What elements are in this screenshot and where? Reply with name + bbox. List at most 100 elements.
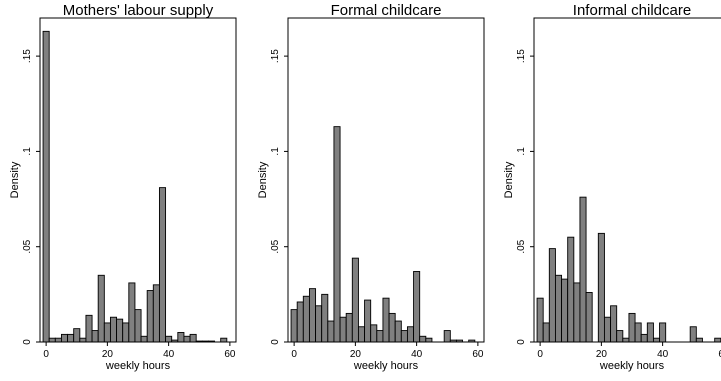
histogram-bar [158, 187, 167, 343]
panel-formal-childcare: Formal childcare 0 20 40 60 weekly hours 0 .05.… [257, 2, 485, 372]
histogram-bar [79, 337, 87, 343]
x-tick-label: 40 [657, 349, 669, 360]
histogram-bar [339, 316, 347, 343]
histogram-bar [109, 316, 118, 343]
histogram-bar [714, 337, 721, 343]
y-tick-label: .1 [22, 147, 33, 156]
histogram-bar [48, 337, 56, 343]
histogram-bar [376, 330, 384, 343]
histogram-bar [689, 326, 697, 343]
histogram-bar [189, 333, 197, 343]
histogram-bar [561, 278, 569, 343]
histogram-bar [220, 337, 228, 343]
histogram-bar [542, 322, 550, 343]
x-axis-label: weekly hours [599, 360, 665, 372]
histogram-bar [579, 196, 587, 343]
histogram-bar [443, 330, 451, 343]
x-tick-label: 60 [718, 349, 721, 360]
histogram-bar [646, 322, 654, 343]
histogram-bar [357, 326, 366, 343]
histogram-bar [406, 326, 415, 343]
x-tick-label: 40 [163, 349, 175, 360]
histogram-bar [695, 337, 703, 343]
histogram-bar [290, 309, 298, 343]
histogram-bar [597, 232, 605, 343]
x-tick-label: 60 [472, 349, 484, 360]
y-tick-label: .15 [270, 49, 281, 63]
histogram-bar [134, 309, 142, 343]
y-axis-label: Density [503, 161, 515, 198]
histogram-bar [388, 312, 396, 343]
x-axis-label: weekly hours [105, 360, 171, 372]
y-tick-label: .15 [22, 49, 33, 63]
histogram-bar [42, 30, 50, 343]
histogram-bar [394, 320, 402, 343]
histogram-bar [622, 337, 630, 343]
panel-informal-childcare: Informal childcare 0 20 40 60 weekly hours 0 .0… [503, 2, 721, 372]
panel-labour-supply: Mothers' labour supply 0 20 40 60 weekly hour… [9, 2, 237, 372]
histogram-bar [567, 236, 575, 343]
histogram-bar [60, 333, 69, 343]
histogram-bar [640, 333, 648, 343]
histogram-bar [97, 274, 105, 343]
x-tick-label: 0 [291, 349, 297, 360]
histogram-bar [634, 322, 642, 343]
histogram-bar [610, 305, 618, 343]
histogram-bar [103, 322, 111, 343]
x-axis-label: weekly hours [353, 360, 419, 372]
y-tick-label: .15 [516, 49, 527, 63]
histogram-bar [616, 330, 624, 343]
histogram-bar [652, 337, 661, 343]
histogram-bar [345, 312, 353, 343]
y-axis-label: Density [257, 161, 269, 198]
histogram-bar [140, 335, 148, 343]
plot-frame [533, 17, 721, 343]
histogram-bar [603, 316, 612, 343]
histogram-bar [364, 299, 372, 343]
histogram-bar [54, 337, 62, 343]
histogram-bar [425, 337, 433, 343]
x-tick-label: 20 [102, 349, 114, 360]
histogram-bar [327, 320, 335, 343]
histogram-bar [413, 271, 421, 343]
plot-frame [39, 17, 237, 343]
histogram-bar [302, 295, 310, 343]
histogram-bar [351, 257, 359, 343]
histogram-bar [91, 330, 99, 343]
histogram-bar [400, 330, 408, 343]
y-axis-label: Density [9, 161, 21, 198]
x-tick-label: 20 [596, 349, 608, 360]
histogram-bar [536, 297, 544, 343]
panel-title: Formal childcare [331, 2, 442, 19]
x-tick-label: 0 [537, 349, 543, 360]
histogram-bar [308, 288, 317, 343]
x-tick-label: 0 [43, 349, 49, 360]
histogram-bar [296, 301, 304, 343]
histogram-bar [554, 274, 563, 343]
histogram-bar [85, 314, 93, 343]
x-tick-label: 20 [350, 349, 362, 360]
histogram-bar [122, 322, 130, 343]
y-tick-label: .05 [22, 239, 33, 253]
panel-title: Informal childcare [573, 2, 691, 19]
plot-frame [287, 17, 485, 343]
histogram-bar [548, 248, 556, 343]
y-tick-label: 0 [270, 339, 281, 345]
y-tick-label: 0 [22, 339, 33, 345]
histogram-bar [177, 332, 185, 343]
histogram-bar [382, 297, 390, 343]
histogram-bar [628, 312, 636, 343]
histogram-bar [67, 333, 75, 343]
x-tick-label: 60 [224, 349, 236, 360]
panel-title: Mothers' labour supply [63, 2, 214, 19]
histogram-bar [659, 322, 667, 343]
histogram-bar [183, 335, 191, 343]
histogram-bar [573, 282, 581, 343]
histogram-bar [146, 290, 154, 343]
histogram-bar [315, 305, 323, 343]
y-tick-label: .05 [516, 239, 527, 253]
histogram-bar [370, 324, 378, 343]
histogram-bar [116, 318, 124, 343]
